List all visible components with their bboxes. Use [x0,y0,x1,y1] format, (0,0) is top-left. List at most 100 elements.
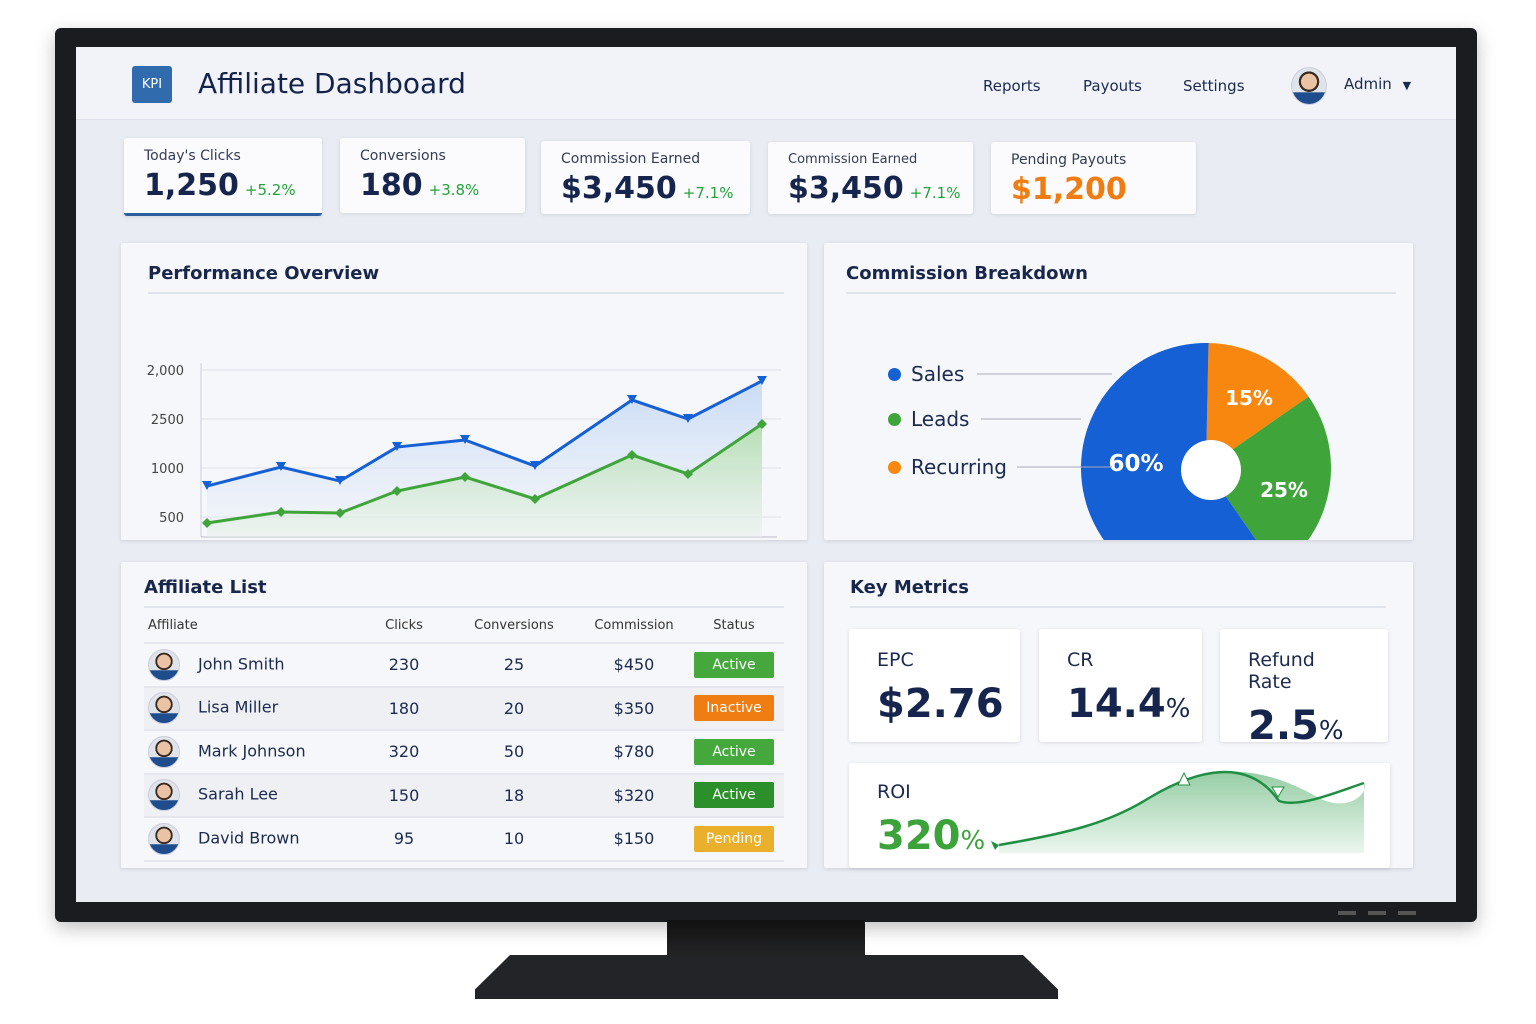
avatar [148,779,180,812]
conversions-cell: 18 [444,773,584,818]
avatar [148,735,180,768]
kpi-value: 1,250 [144,168,239,203]
nav-settings[interactable]: Settings [1183,77,1245,95]
col-affiliate[interactable]: Affiliate [144,609,364,644]
data-point [335,507,345,518]
legend-sales[interactable]: Sales [888,362,964,386]
kpi-label: Commission Earned [561,151,701,167]
arrow-icon [991,841,999,850]
commission-pie-chart: 15% 25% 60% [977,343,1331,540]
data-point [460,434,470,444]
affiliate-name: Sarah Lee [198,784,278,804]
kpi-label: Commission Earned [788,152,918,167]
status-badge[interactable]: Pending [694,825,774,852]
y-tick-label: 1000 [151,462,184,477]
kpi-card-clicks[interactable]: Today's Clicks 1,250 +5.2% [124,138,322,216]
metric-unit: % [1165,694,1191,724]
table-row[interactable]: Mark Johnson 320 50 $780 Active [144,730,784,775]
roi-card[interactable]: ROI 320% [849,763,1390,868]
commission-cell: $320 [584,773,684,818]
data-point [276,462,286,472]
conversions-cell: 20 [444,686,584,731]
roi-value: 320 [877,813,961,859]
legend-label: Leads [911,407,970,431]
roi-unit: % [960,826,986,856]
panel-title: Commission Breakdown [846,263,1088,284]
col-commission[interactable]: Commission [584,609,684,644]
metric-card-cr[interactable]: CR 14.4% [1039,629,1202,742]
user-avatar[interactable] [1291,67,1327,105]
triangle-down-icon [1271,786,1285,798]
data-point [392,442,402,452]
table-row[interactable]: Lisa Miller 180 20 $350 Inactive [144,686,784,731]
divider [148,292,784,294]
avatar [148,648,180,681]
table-row[interactable]: Sarah Lee 150 18 $320 Active [144,773,784,818]
roi-sparkline [991,770,1365,853]
col-status[interactable]: Status [684,609,784,644]
kpi-value: 180 [360,168,423,203]
slice-label: 60% [1108,451,1163,477]
divider [144,606,784,608]
legend-dot [888,412,901,426]
commission-cell: $350 [584,686,684,731]
legend-leads[interactable]: Leads [888,407,969,431]
legend-recurring[interactable]: Recurring [888,455,1007,479]
key-metrics-panel: Key Metrics EPC $2.76 CR 14.4% Refund Ra… [824,562,1413,868]
commission-cell: $780 [584,730,684,775]
pie-slice-recurring [1206,343,1309,468]
clicks-cell: 230 [364,643,444,688]
panel-title: Performance Overview [148,263,380,284]
kpi-value: $3,450 [788,171,904,206]
kpi-card-pending-payouts[interactable]: Pending Payouts $1,200 [991,142,1196,214]
metric-card-refund-rate[interactable]: Refund Rate 2.5% [1220,629,1388,749]
triangle-up-icon [1177,771,1191,786]
monitor-buttons [1338,911,1416,915]
user-menu[interactable]: Admin ▼ [1344,75,1411,93]
data-point [683,468,693,479]
affiliate-name: John Smith [198,654,285,674]
col-conversions[interactable]: Conversions [444,609,584,644]
metric-label: Refund Rate [1248,649,1315,693]
kpi-card-conversions[interactable]: Conversions 180 +3.8% [340,138,525,213]
nav-reports[interactable]: Reports [983,77,1041,95]
y-tick-label: 500 [159,511,184,526]
series-area [207,423,762,537]
status-badge[interactable]: Active [694,782,774,809]
col-clicks[interactable]: Clicks [364,609,444,644]
metric-card-epc[interactable]: EPC $2.76 [849,629,1020,742]
data-point [392,486,402,497]
status-badge[interactable]: Inactive [694,695,774,722]
affiliate-table: Affiliate Clicks Conversions Commission … [144,609,784,862]
metric-label: EPC [877,649,914,671]
data-point [276,507,286,518]
pie-slice-leads [1206,396,1331,540]
y-tick-label: 2500 [151,413,184,428]
dashboard-screen: KPI Affiliate Dashboard Reports Payouts … [76,47,1456,902]
kpi-card-commission[interactable]: Commission Earned $3,450 +7.1% [541,141,750,214]
divider [850,606,1386,608]
affiliate-name: David Brown [198,828,300,848]
data-point [530,461,540,471]
status-badge[interactable]: Active [694,651,774,678]
table-row[interactable]: John Smith 230 25 $450 Active [144,643,784,688]
panel-title: Affiliate List [144,577,267,598]
kpi-card-commission-2[interactable]: Commission Earned $3,450 +7.1% [768,142,973,214]
data-point [530,493,540,504]
slice-label: 25% [1260,478,1308,502]
commission-breakdown-panel: Commission Breakdown Sales Leads Recurri… [824,243,1413,540]
data-point [335,476,345,486]
chevron-down-icon: ▼ [1402,79,1412,92]
kpi-label: Today's Clicks [144,148,241,164]
data-point [202,481,212,491]
avatar [148,822,180,855]
nav-payouts[interactable]: Payouts [1083,77,1142,95]
clicks-cell: 320 [364,730,444,775]
conversions-cell: 25 [444,643,584,688]
table-row[interactable]: David Brown 95 10 $150 Pending [144,817,784,862]
affiliate-list-panel: Affiliate List Affiliate Clicks Conversi… [121,562,807,868]
metric-value: $2.76 [877,681,1004,727]
kpi-logo[interactable]: KPI [132,66,172,103]
metric-unit: % [1318,716,1344,746]
status-badge[interactable]: Active [694,738,774,765]
